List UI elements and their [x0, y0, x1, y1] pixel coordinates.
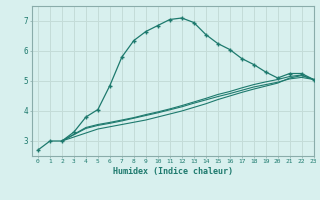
X-axis label: Humidex (Indice chaleur): Humidex (Indice chaleur)	[113, 167, 233, 176]
